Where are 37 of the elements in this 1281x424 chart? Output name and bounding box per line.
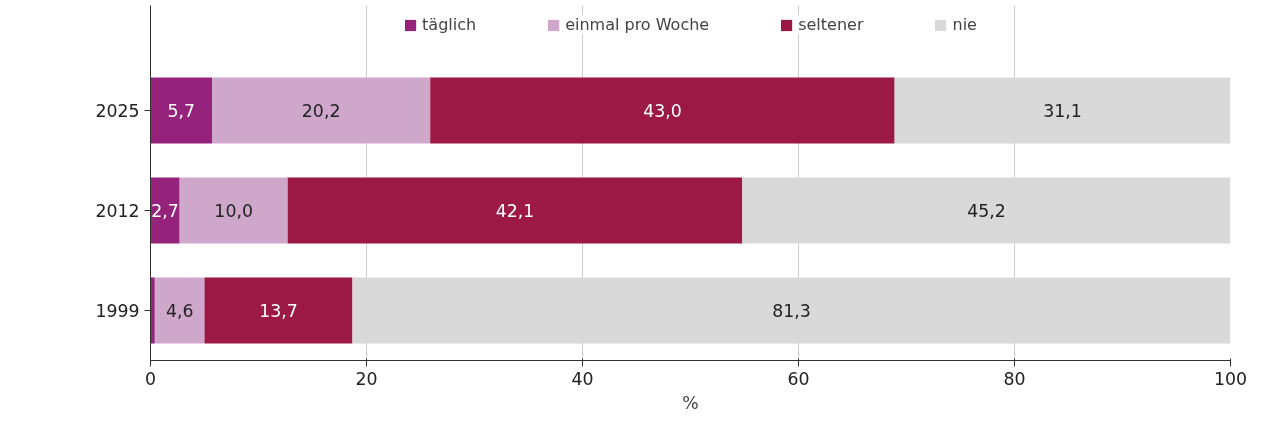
x-tick-label: 20 [355,368,378,389]
y-tick-label: 2012 [95,201,140,221]
x-tick-label: 100 [1213,368,1248,389]
x-axis-title: % [682,392,699,413]
data-label: 10,0 [214,201,253,221]
bar [742,177,1231,244]
data-label: 20,2 [301,101,341,121]
bar [287,177,743,244]
bar [150,277,155,344]
bar [150,177,180,244]
legend-label: einmal pro Woche [565,15,710,34]
bar [430,77,895,144]
data-label: 4,6 [165,301,194,321]
bar [179,177,288,244]
legend-label: täglich [422,15,477,34]
data-label: 2,7 [151,201,179,221]
data-label: 42,1 [495,201,535,221]
bar [204,277,353,344]
y-tick-label: 1999 [95,301,140,321]
legend-label: nie [952,15,977,34]
x-tick-label: 40 [571,368,594,389]
x-tick-label: 60 [787,368,810,389]
bar [150,77,213,144]
legend-label: seltener [798,15,864,34]
bar [352,277,1231,344]
data-label: 5,7 [167,101,196,121]
data-label: 13,7 [259,301,298,321]
data-label: 31,1 [1043,101,1082,121]
bar [212,77,431,144]
x-tick-label: 0 [144,368,157,389]
bar [154,277,205,344]
data-label: 81,3 [772,301,811,321]
bar [894,77,1231,144]
x-tick-label: 80 [1003,368,1026,389]
data-label: 45,2 [967,201,1006,221]
y-tick-label: 2025 [95,101,140,121]
data-label: 43,0 [643,101,682,121]
